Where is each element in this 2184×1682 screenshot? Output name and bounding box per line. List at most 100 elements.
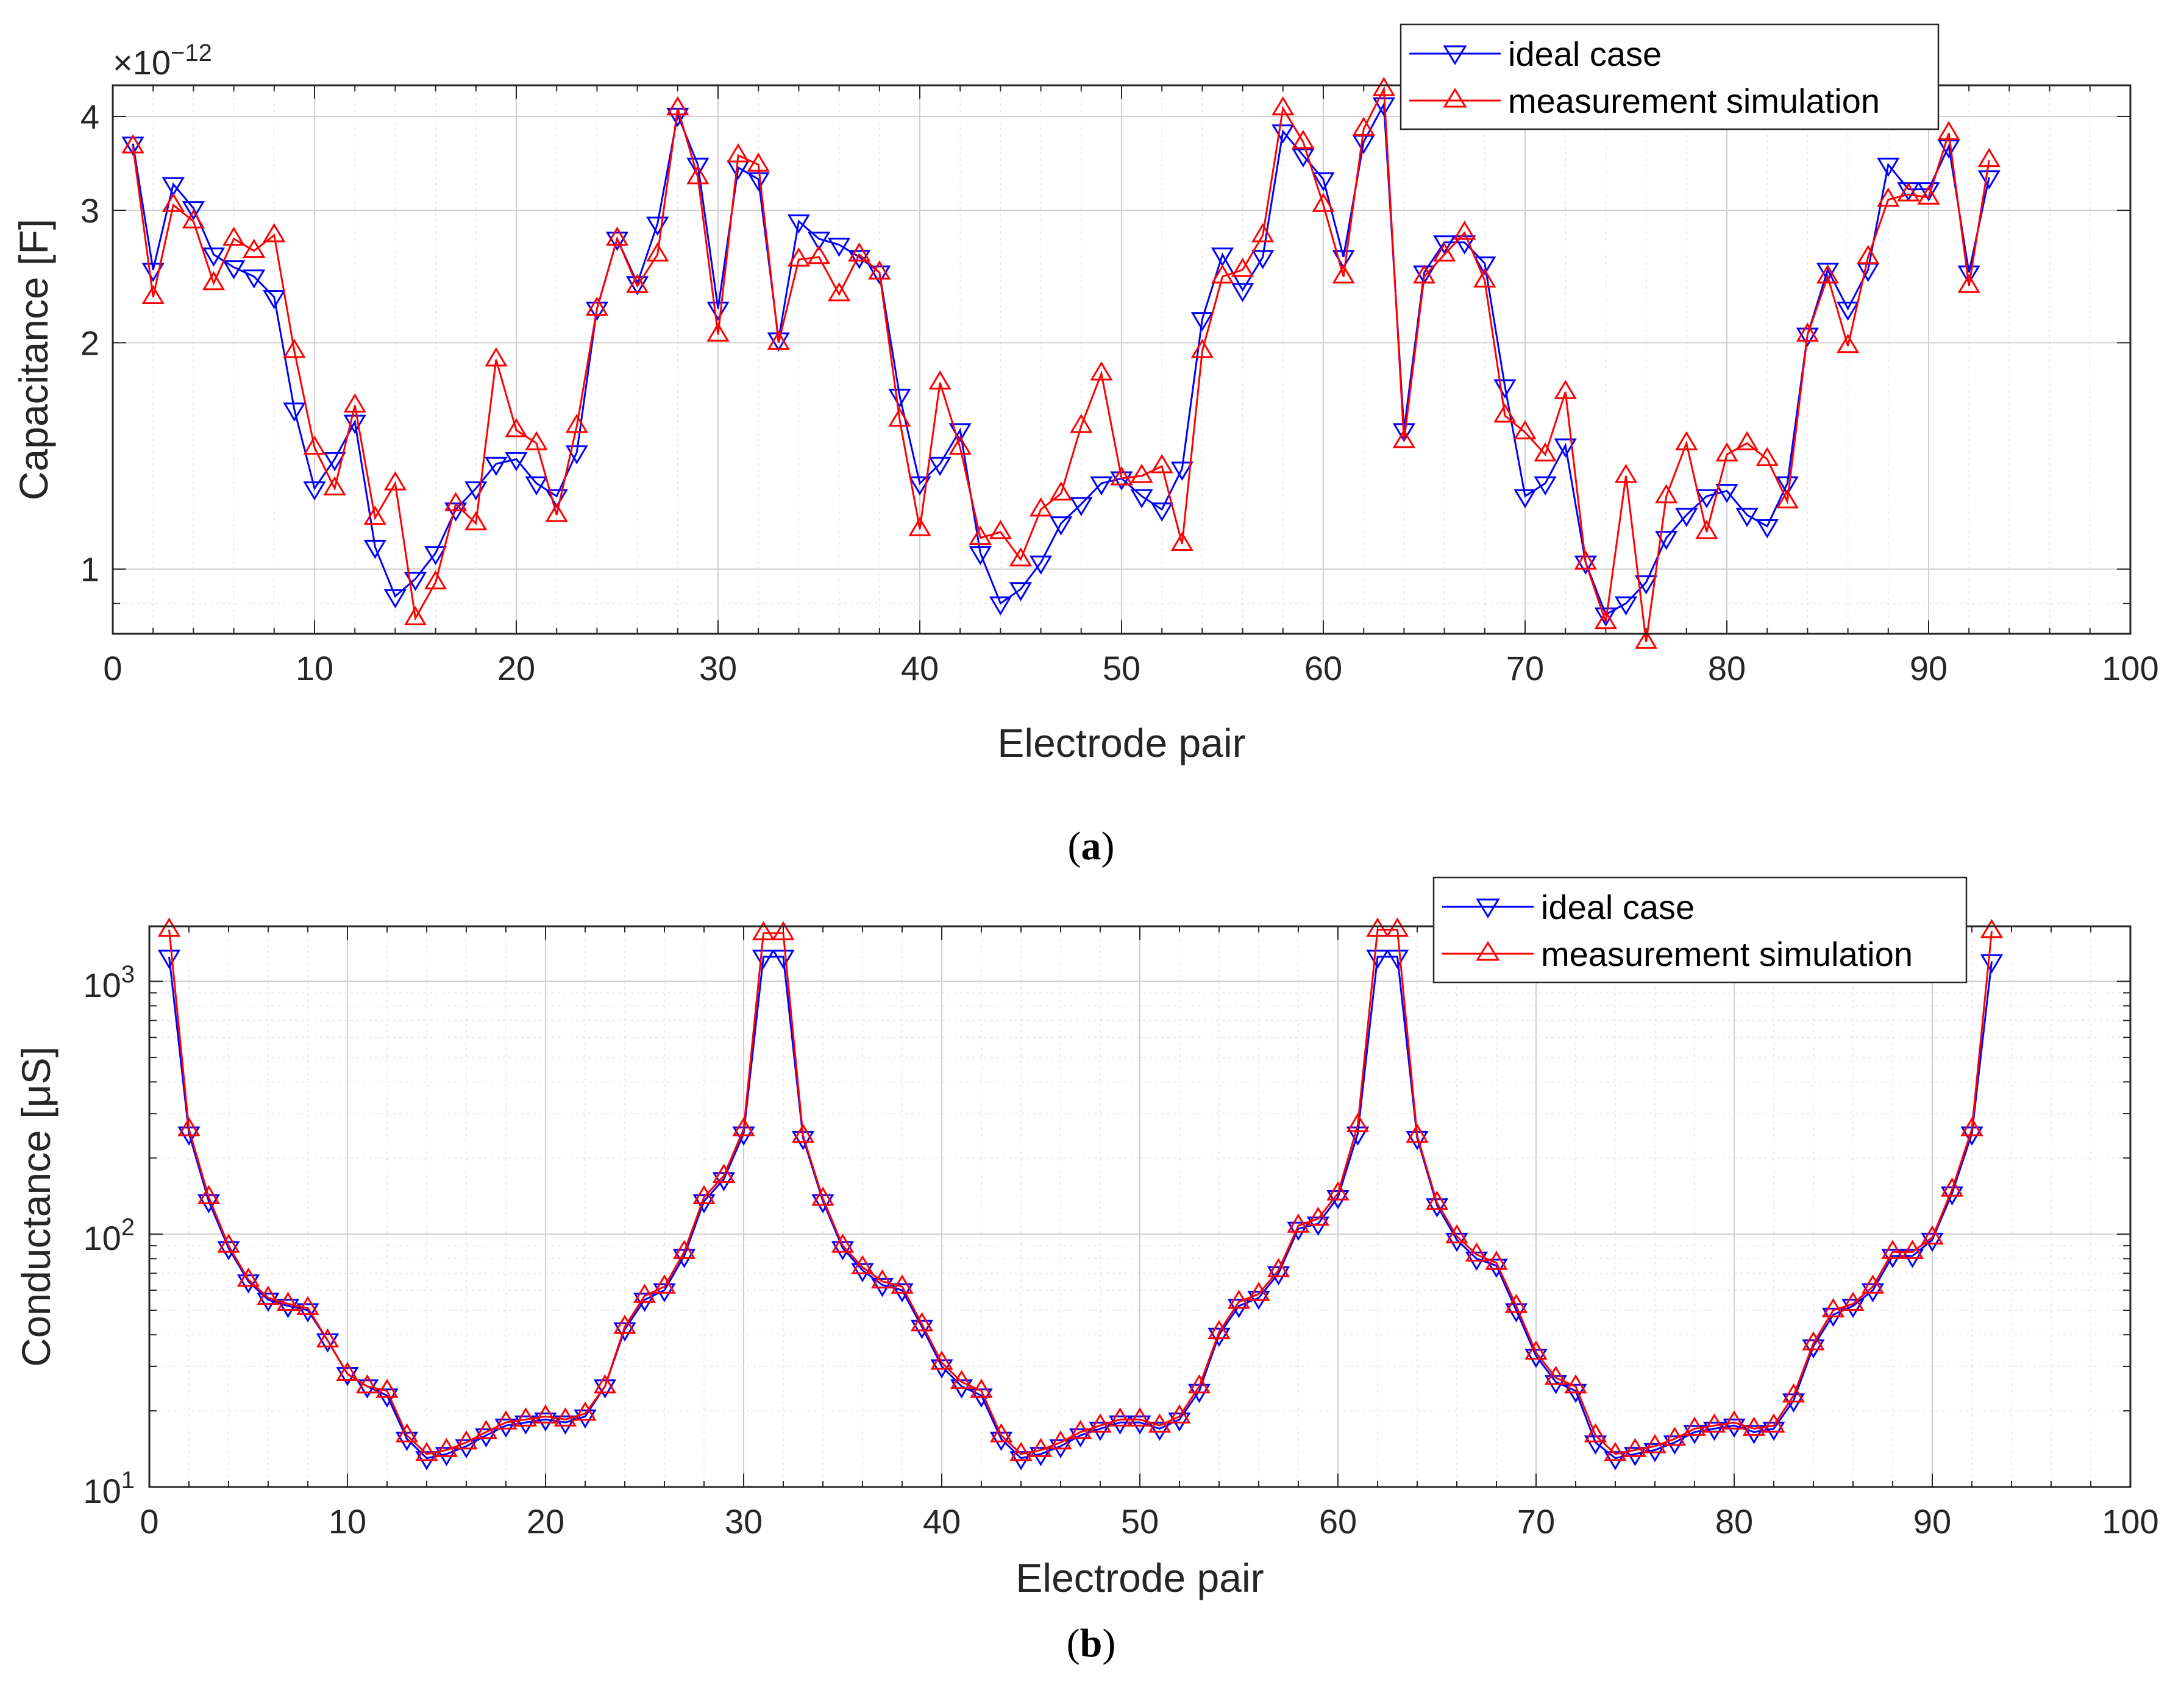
data-point-measurement (343, 393, 366, 413)
data-point-measurement (303, 435, 326, 455)
data-point-ideal (1695, 489, 1718, 509)
data-point-measurement (1110, 466, 1133, 486)
data-point-measurement (1836, 333, 1860, 353)
data-point-ideal (1485, 1258, 1508, 1278)
data-point-measurement (1715, 442, 1738, 462)
data-point-measurement (613, 1315, 636, 1334)
x-tick-labels-a: 0 10 20 30 40 50 60 70 80 90 100 (103, 649, 2158, 687)
data-point-ideal (585, 302, 609, 321)
data-point-measurement (1702, 1413, 1726, 1433)
y-axis-label-a: Capacitance [F] (11, 219, 56, 500)
data-point-measurement (910, 1312, 934, 1332)
y-axis-label-b: Conductance [μS] (13, 1046, 59, 1367)
data-point-measurement (1802, 1331, 1825, 1350)
data-point-measurement (1634, 630, 1658, 649)
data-point-measurement (1742, 1416, 1766, 1436)
data-point-measurement (355, 1374, 379, 1394)
data-point-ideal (424, 546, 447, 566)
data-point-ideal (316, 1333, 340, 1353)
x-tick-label: 60 (1319, 1502, 1357, 1541)
data-point-ideal (257, 1293, 280, 1312)
data-point-measurement (1881, 1240, 1904, 1259)
data-point-measurement (1901, 1240, 1924, 1259)
data-point-measurement (1168, 1404, 1191, 1424)
data-point-measurement (1584, 1423, 1607, 1442)
data-point-measurement (1683, 1416, 1706, 1436)
data-point-measurement (1514, 420, 1537, 439)
data-point-ideal (263, 290, 286, 310)
y-tick-labels-b: 101 102 103 (83, 961, 135, 1510)
data-point-measurement (257, 1285, 280, 1305)
data-point-measurement (908, 517, 931, 536)
data-point-measurement (1977, 147, 2001, 168)
data-point-ideal (363, 539, 386, 559)
data-point-ideal (910, 1319, 934, 1340)
data-point-ideal (1917, 182, 1940, 202)
data-point-measurement (1009, 547, 1033, 567)
data-point-measurement (1412, 264, 1436, 284)
y-tick-label: 103 (83, 961, 135, 1004)
conductance-chart: 0 10 20 30 40 50 60 70 80 90 100 101 102 103 Electro… (13, 876, 2159, 1600)
data-point-ideal (752, 949, 775, 969)
data-point-measurement (1897, 182, 1920, 202)
data-point-measurement (1695, 520, 1718, 539)
data-point-measurement (686, 165, 710, 185)
data-point-ideal (574, 1409, 597, 1429)
data-point-measurement (1070, 413, 1093, 433)
data-point-measurement (1090, 361, 1113, 381)
series-line-measurement (132, 85, 1990, 642)
data-point-measurement (1150, 454, 1173, 474)
data-point-measurement (1170, 531, 1193, 551)
data-point-measurement (605, 226, 629, 246)
data-point-ideal (888, 388, 911, 408)
data-point-measurement (732, 1116, 755, 1137)
data-point-measurement (1524, 1340, 1548, 1360)
data-point-measurement (141, 285, 165, 304)
data-point-measurement (1385, 917, 1409, 937)
data-point-measurement (1247, 1282, 1270, 1301)
data-point-ideal (1425, 1198, 1449, 1218)
data-point-ideal (1150, 502, 1173, 522)
data-point-measurement (811, 1187, 834, 1206)
data-point-measurement (1675, 431, 1698, 450)
data-point-measurement (1473, 268, 1496, 288)
data-point-measurement (1227, 1290, 1251, 1309)
series-a (121, 77, 2001, 649)
data-point-measurement (237, 1268, 260, 1287)
data-point-measurement (989, 520, 1012, 539)
data-point-measurement (263, 223, 286, 243)
data-point-measurement (1485, 1251, 1508, 1270)
data-point-measurement (1346, 1113, 1370, 1132)
data-point-measurement (545, 503, 568, 522)
data-point-ideal (157, 949, 181, 969)
data-point-ideal (1190, 312, 1214, 332)
data-point-measurement (1332, 264, 1355, 284)
data-point-measurement (276, 1291, 300, 1311)
data-point-measurement (494, 1410, 518, 1430)
data-point-ideal (1514, 489, 1537, 509)
data-point-ideal (1128, 1415, 1151, 1435)
data-point-measurement (653, 1274, 676, 1294)
data-point-ideal (1836, 302, 1860, 321)
data-point-measurement (1292, 129, 1315, 149)
legend-marker-measurement-a (1443, 88, 1467, 108)
data-point-ideal (1432, 235, 1456, 255)
data-point-ideal (1634, 575, 1658, 595)
data-point-ideal (928, 456, 951, 477)
data-point-measurement (1211, 264, 1234, 284)
data-point-measurement (157, 917, 181, 937)
data-point-ideal (1534, 476, 1557, 496)
y-tick-label: 101 (83, 1467, 135, 1510)
data-point-measurement (1940, 1177, 1964, 1197)
data-point-ideal (505, 452, 528, 472)
data-point-measurement (585, 296, 609, 316)
data-point-measurement (424, 570, 447, 590)
data-point-ideal (1366, 949, 1389, 969)
data-point-measurement (553, 1407, 577, 1427)
data-point-measurement (1425, 1190, 1449, 1210)
data-point-ideal (787, 214, 811, 234)
data-point-measurement (1287, 1213, 1310, 1233)
data-point-measurement (672, 1240, 696, 1259)
data-point-measurement (1366, 917, 1389, 937)
